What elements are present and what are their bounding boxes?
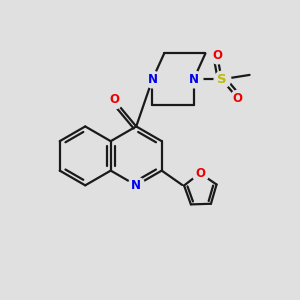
Text: O: O xyxy=(233,92,243,105)
Text: O: O xyxy=(195,167,205,180)
Text: N: N xyxy=(189,73,199,86)
Text: S: S xyxy=(217,73,226,86)
Text: N: N xyxy=(147,73,158,86)
Text: O: O xyxy=(109,93,119,106)
Text: N: N xyxy=(131,179,141,192)
Text: O: O xyxy=(212,49,222,62)
